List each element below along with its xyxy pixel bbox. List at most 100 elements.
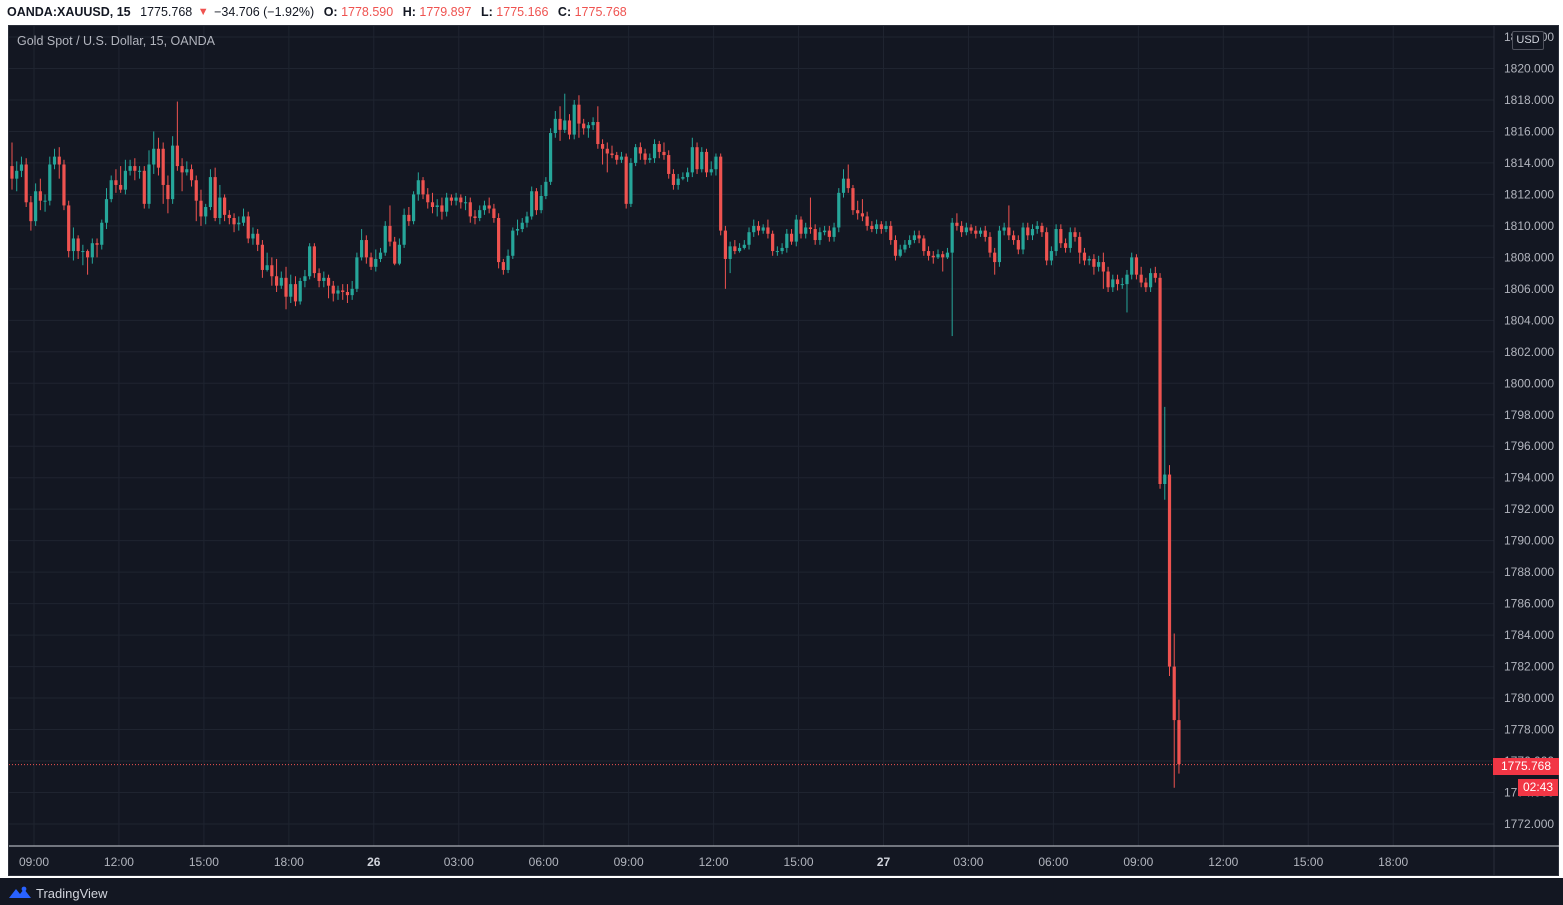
candle-body xyxy=(648,158,652,160)
currency-button[interactable]: USD xyxy=(1512,31,1544,50)
candle xyxy=(171,136,175,204)
candle-body xyxy=(426,194,430,203)
time-tick-label: 09:00 xyxy=(614,855,644,869)
candle xyxy=(142,166,146,209)
candle xyxy=(38,178,42,211)
candle-body xyxy=(1125,274,1129,285)
candle xyxy=(1045,227,1049,266)
candle xyxy=(582,118,586,135)
candle-body xyxy=(1144,282,1148,288)
candle xyxy=(771,230,775,256)
candle-body xyxy=(227,214,231,219)
candle xyxy=(445,192,449,217)
candle xyxy=(964,222,968,236)
candle-body xyxy=(67,205,71,252)
candle xyxy=(997,225,1002,267)
candle xyxy=(388,205,392,247)
candle xyxy=(426,188,430,209)
candle-body xyxy=(341,290,345,292)
candle-body xyxy=(265,265,269,270)
candle-body xyxy=(95,243,99,245)
candle xyxy=(1097,255,1101,272)
candle-body xyxy=(879,224,883,230)
candle xyxy=(449,194,453,206)
candle-body xyxy=(1106,271,1110,288)
candle xyxy=(322,271,326,288)
candle-body xyxy=(208,177,213,207)
candle xyxy=(936,249,940,259)
candle-body xyxy=(506,255,510,270)
candle xyxy=(237,216,241,231)
candle xyxy=(893,235,898,261)
candle xyxy=(161,142,165,204)
symbol-name[interactable]: OANDA:XAUUSD, 15 xyxy=(7,5,131,19)
candle-body xyxy=(681,177,685,179)
candle xyxy=(350,280,354,300)
time-tick-label: 03:00 xyxy=(953,855,983,869)
candle-body xyxy=(827,230,831,237)
candle-body xyxy=(492,208,496,219)
candle xyxy=(676,173,680,190)
price-axis[interactable]: 1822.0001820.0001818.0001816.0001814.000… xyxy=(1504,30,1554,831)
candle-body xyxy=(161,148,165,185)
candle xyxy=(515,219,520,236)
candle xyxy=(851,184,855,215)
candle-body xyxy=(1153,273,1157,278)
candle xyxy=(331,280,335,302)
candle-body xyxy=(1139,274,1143,283)
candle xyxy=(402,208,406,248)
candle xyxy=(926,246,931,261)
candle-body xyxy=(988,236,992,253)
candle xyxy=(416,172,420,201)
candle xyxy=(690,137,694,178)
candle xyxy=(813,224,817,245)
candle-body xyxy=(652,144,657,159)
candle-body xyxy=(511,230,515,256)
candle-body xyxy=(123,170,127,190)
candle-body xyxy=(586,125,590,129)
candle xyxy=(534,188,539,215)
candle-body xyxy=(974,230,978,234)
candle-body xyxy=(1059,229,1063,244)
candle-body xyxy=(1149,273,1153,288)
candle-body xyxy=(558,118,562,130)
candle xyxy=(1035,221,1039,234)
price-tick-label: 1798.000 xyxy=(1504,408,1554,422)
candle xyxy=(808,197,813,234)
time-tick-label: 12:00 xyxy=(699,855,729,869)
candle xyxy=(1106,266,1110,292)
candle-body xyxy=(969,227,973,231)
tradingview-logo-icon[interactable] xyxy=(8,885,32,901)
candle xyxy=(317,268,321,288)
candle xyxy=(430,192,435,214)
candle xyxy=(1016,235,1020,255)
time-axis[interactable]: 09:00 12:00 15:00 18:00 26 03:00 06:00 09:00 12:… xyxy=(19,855,1409,869)
candle xyxy=(525,211,529,228)
candle-body xyxy=(548,133,553,182)
candle-body xyxy=(742,244,746,248)
price-tick-label: 1788.000 xyxy=(1504,565,1554,579)
time-tick-label: 27 xyxy=(877,855,891,869)
candle-body xyxy=(874,224,879,230)
time-tick-label: 15:00 xyxy=(1293,855,1323,869)
candle-body xyxy=(29,202,33,222)
candle xyxy=(978,227,983,237)
candle-body xyxy=(520,222,524,230)
candle xyxy=(180,158,184,192)
candle xyxy=(789,229,794,245)
candle-body xyxy=(241,216,246,223)
chart-area[interactable] xyxy=(8,25,1559,876)
candle xyxy=(960,221,964,237)
tradingview-brand[interactable]: TradingView xyxy=(36,886,108,901)
candle xyxy=(95,238,99,258)
candle xyxy=(336,285,340,300)
candle xyxy=(487,197,491,214)
time-tick-label: 09:00 xyxy=(19,855,49,869)
candle-body xyxy=(908,240,912,245)
candle xyxy=(454,192,458,206)
candle xyxy=(246,211,250,244)
candle-body xyxy=(700,151,704,170)
candle-body xyxy=(1030,229,1035,236)
candle xyxy=(341,284,345,300)
